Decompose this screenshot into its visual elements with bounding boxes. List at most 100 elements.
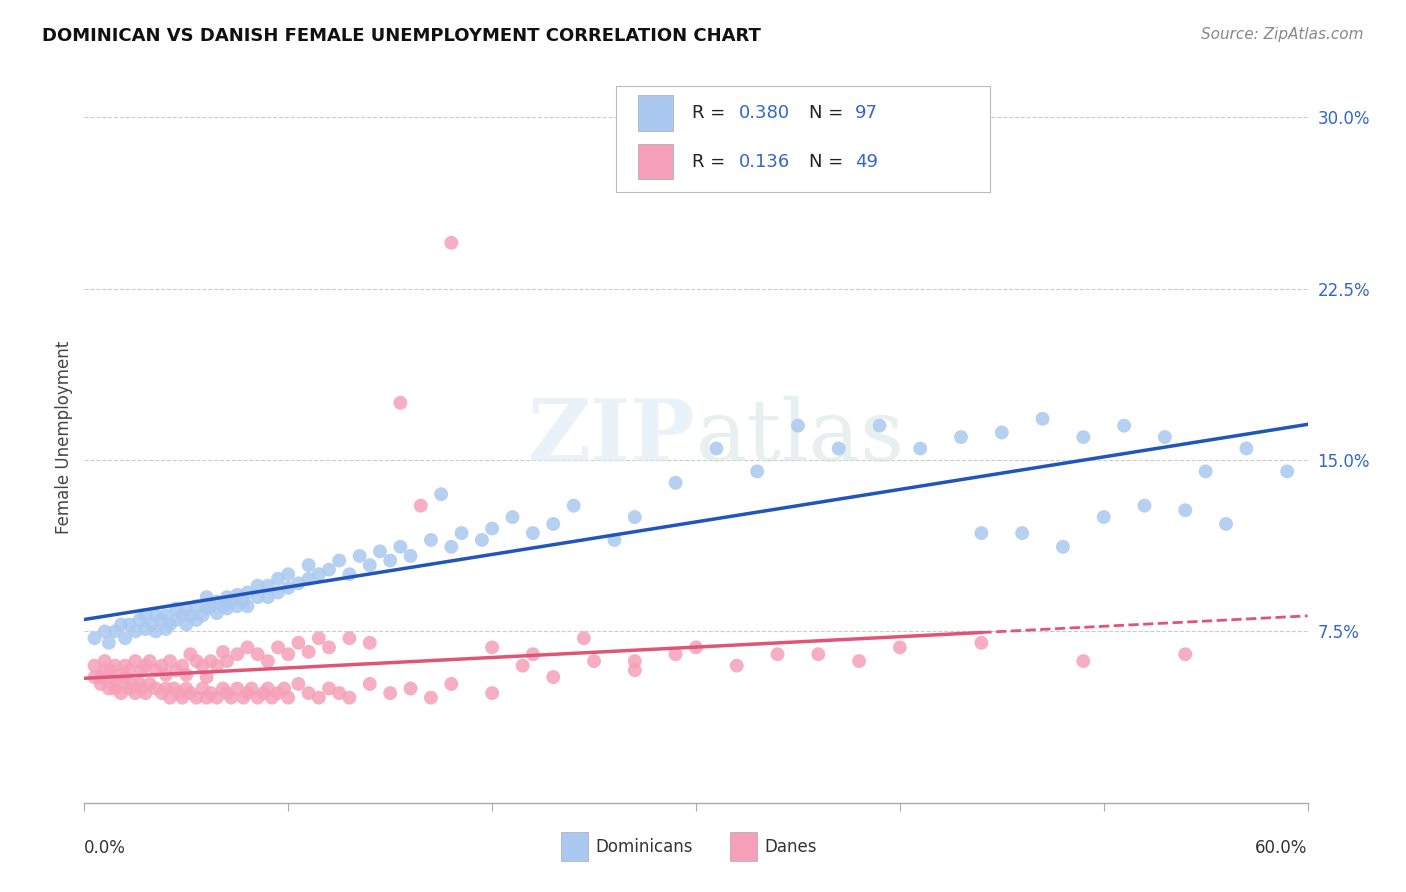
Point [1073,654,1095,668]
Point [124,686,146,700]
Text: 0.380: 0.380 [738,104,790,122]
Point [212,645,235,659]
Point [93,663,115,677]
Text: 0.0%: 0.0% [84,839,127,857]
Point [226,588,249,602]
Point [257,590,280,604]
Point [165,601,187,615]
Point [97,681,120,696]
Point [118,663,141,677]
Point [145,608,167,623]
Point [219,595,242,609]
Point [766,647,789,661]
Point [603,533,626,547]
Point [200,599,222,614]
Text: Source: ZipAtlas.com: Source: ZipAtlas.com [1201,27,1364,42]
Point [118,617,141,632]
Point [848,654,870,668]
Point [217,590,239,604]
Point [138,677,160,691]
Point [399,681,422,696]
Point [186,599,208,614]
Point [236,686,259,700]
Point [665,475,688,490]
Point [1154,430,1177,444]
Point [543,516,565,531]
Point [1133,499,1156,513]
Point [114,670,136,684]
Point [562,499,585,513]
Point [124,624,146,639]
Point [232,595,254,609]
Text: Danes: Danes [765,838,817,855]
Point [150,658,173,673]
Point [236,640,259,655]
Point [339,567,361,582]
Point [318,681,340,696]
Point [135,658,157,673]
Point [145,681,167,696]
Point [179,647,201,661]
Point [219,690,242,705]
Point [131,663,153,677]
Point [172,608,194,623]
Point [706,442,728,456]
Point [93,654,115,668]
Point [205,658,228,673]
Point [83,670,105,684]
Point [950,430,973,444]
Point [110,686,132,700]
Point [318,640,340,655]
Point [318,563,340,577]
Point [186,690,208,705]
Point [174,681,197,696]
FancyBboxPatch shape [730,832,758,862]
Text: N =: N = [808,153,848,170]
Point [359,636,381,650]
Point [145,624,167,639]
Point [118,681,141,696]
Point [165,613,187,627]
Point [90,677,112,691]
Point [287,677,309,691]
Point [110,617,132,632]
Point [1052,540,1074,554]
Point [277,647,299,661]
Point [1174,647,1197,661]
Point [212,681,235,696]
Point [131,681,153,696]
Point [226,599,249,614]
Point [165,663,187,677]
Point [135,686,157,700]
Point [257,681,280,696]
Point [217,686,239,700]
Point [787,418,810,433]
Point [389,540,412,554]
Point [174,667,197,681]
Point [624,654,647,668]
Point [572,632,595,646]
Point [349,549,371,563]
Point [236,585,259,599]
FancyBboxPatch shape [616,86,990,192]
Point [1174,503,1197,517]
Point [110,667,132,681]
Text: DOMINICAN VS DANISH FEMALE UNEMPLOYMENT CORRELATION CHART: DOMINICAN VS DANISH FEMALE UNEMPLOYMENT … [42,27,761,45]
Point [191,681,214,696]
Point [100,670,122,684]
Point [543,670,565,684]
Point [267,572,290,586]
Text: R =: R = [692,153,731,170]
Point [246,647,269,661]
Point [155,608,177,623]
Point [368,544,391,558]
Point [135,622,157,636]
Point [120,677,142,691]
Point [186,654,208,668]
Point [910,442,932,456]
Point [163,681,186,696]
Point [725,658,748,673]
Point [159,617,181,632]
Point [128,613,150,627]
Point [200,686,222,700]
